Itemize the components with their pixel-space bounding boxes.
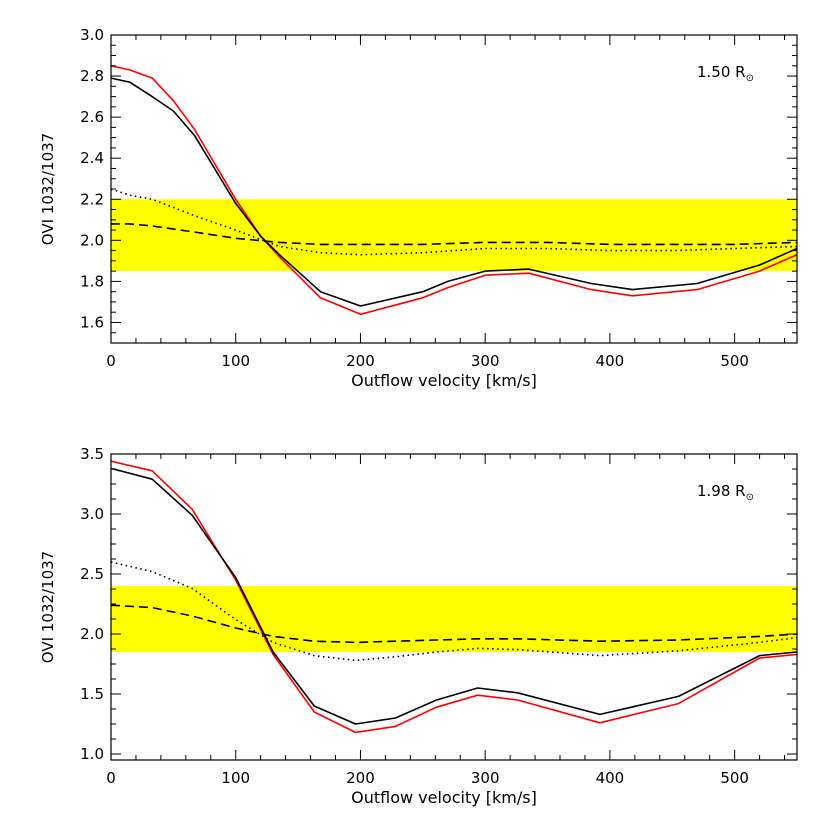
x-tick-label: 0 [106,352,116,370]
series-line-dotted-3 [111,188,797,256]
y-tick-label: 3.0 [80,505,104,523]
y-tick-label: 1.0 [80,745,104,763]
x-tick-label: 0 [106,769,116,787]
panel-1: 0 100 200 300 400 500 1.6 1.8 2.0 2.2 2.4 2.6 2.8 3.0… [39,26,798,390]
series-line-solid-1 [111,460,797,734]
y-tick-label: 2.4 [80,149,104,167]
y-tick-label: 2.2 [80,190,104,208]
y-axis-label: OVI 1032/1037 [39,133,57,245]
series-line-solid-2 [111,77,797,307]
observed-range-band [111,199,797,272]
y-tick-label: 1.8 [80,272,104,290]
x-tick-label: 500 [720,769,749,787]
x-tick-label: 200 [346,769,375,787]
panel-2: 0 100 200 300 400 500 1.0 1.5 2.0 2.5 3.0 3.5 Outflo… [39,445,798,807]
y-tick-label: 2.0 [80,625,104,643]
series-line-dotted-3 [111,561,797,662]
y-tick-label: 2.6 [80,108,104,126]
series-group [111,460,797,734]
series-line-solid-1 [111,65,797,316]
radius-annotation: 1.98 R⊙ [697,482,754,503]
y-tick-label: 1.5 [80,685,104,703]
observed-range-band [111,586,797,652]
x-axis-label: Outflow velocity [km/s] [351,371,537,390]
x-tick-label: 200 [346,352,375,370]
radius-annotation: 1.50 R⊙ [697,63,754,84]
series-line-dashed-4 [111,604,797,644]
series-group [111,65,797,316]
y-tick-label: 1.6 [80,313,104,331]
y-axis-label: OVI 1032/1037 [39,551,57,663]
x-tick-label: 500 [720,352,749,370]
plot-frame [110,453,798,761]
x-tick-label: 300 [471,769,500,787]
x-tick-label: 100 [221,769,250,787]
x-tick-label: 300 [471,352,500,370]
sun-symbol: ⊙ [746,492,754,503]
y-tick-label: 2.0 [80,231,104,249]
plot-frame [110,34,798,344]
x-axis-label: Outflow velocity [km/s] [351,788,537,807]
y-tick-label: 2.5 [80,565,104,583]
x-tick-label: 400 [596,352,625,370]
x-tick-label: 100 [221,352,250,370]
y-tick-label: 3.0 [80,26,104,44]
y-tick-label: 3.5 [80,445,104,463]
sun-symbol: ⊙ [746,73,754,84]
y-tick-label: 2.8 [80,67,104,85]
x-tick-label: 400 [596,769,625,787]
series-line-solid-2 [111,467,797,725]
